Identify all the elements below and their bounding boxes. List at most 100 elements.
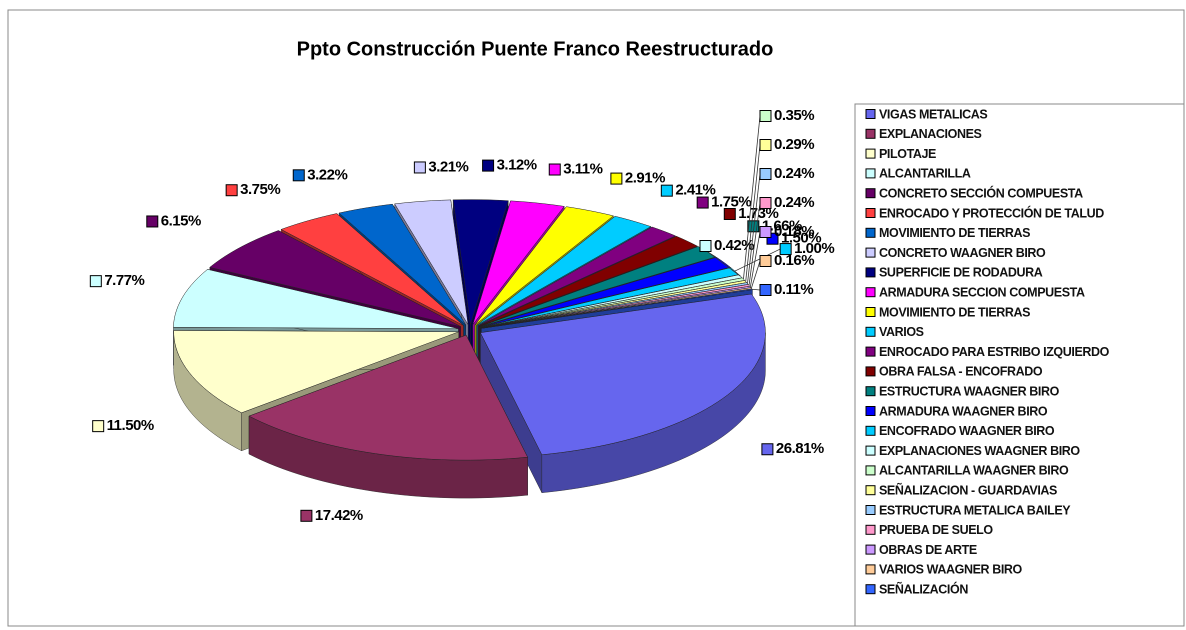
- legend-marker: [865, 544, 876, 555]
- legend-marker: [865, 247, 876, 258]
- pie-slice: [173, 269, 459, 329]
- pie-slice: [478, 235, 698, 327]
- data-label: 0.35%: [774, 107, 814, 124]
- legend-marker: [865, 524, 876, 535]
- legend-box: [854, 103, 1185, 627]
- chart-title: Ppto Construcción Puente Franco Reestruc…: [297, 38, 774, 60]
- pie-slice: [209, 230, 461, 327]
- legend-label: ENROCADO PARA ESTRIBO IZQUIERDO: [879, 345, 1110, 359]
- pie-slice: [472, 200, 565, 325]
- legend-marker: [865, 406, 876, 416]
- data-label: 0.18%: [774, 223, 814, 240]
- leader-line: [749, 231, 761, 288]
- legend-marker: [865, 128, 876, 139]
- data-label-key: [759, 284, 772, 296]
- leader-line: [750, 260, 761, 289]
- pie-slice: [248, 334, 529, 461]
- data-label-key: [548, 163, 561, 176]
- data-label-key: [759, 139, 772, 151]
- legend-label: CONCRETO SECCIÓN COMPUESTA: [879, 185, 1083, 200]
- data-label: 6.15%: [161, 212, 201, 229]
- leader-line: [745, 144, 761, 282]
- data-label: 11.50%: [107, 417, 154, 434]
- data-label: 3.12%: [497, 157, 537, 174]
- data-label-key: [89, 275, 102, 288]
- legend-marker: [865, 188, 876, 199]
- legend-label: EXPLANACIONES: [879, 127, 982, 141]
- legend-marker: [865, 386, 876, 397]
- pie-slice: [481, 288, 753, 329]
- data-label: 1.50%: [781, 230, 821, 247]
- leader-line: [752, 288, 761, 291]
- legend-marker: [865, 465, 876, 476]
- data-label: 0.29%: [774, 136, 814, 153]
- legend-marker: [865, 227, 876, 238]
- data-label-key: [779, 243, 792, 256]
- data-label-key: [759, 197, 772, 209]
- leader-line: [748, 202, 761, 286]
- data-label: 0.24%: [774, 194, 814, 211]
- legend-label: VIGAS METALICAS: [879, 107, 987, 121]
- legend-label: VARIOS: [879, 325, 924, 339]
- data-label: 0.42%: [714, 237, 754, 254]
- legend-marker: [865, 564, 876, 575]
- legend-marker: [865, 346, 876, 357]
- legend-marker: [865, 505, 876, 515]
- legend-label: SEÑALIZACION - GUARDAVIAS: [879, 482, 1057, 497]
- legend-label: MOVIMIENTO DE TIERRAS: [879, 305, 1030, 319]
- pie-slice: [394, 199, 469, 325]
- legend-label: ESTRUCTURA METALICA BAILEY: [879, 503, 1071, 517]
- data-label: 3.75%: [240, 181, 280, 198]
- pie-slice: [480, 267, 740, 328]
- pie-slice: [452, 199, 509, 325]
- legend-label: ALCANTARILLA: [879, 167, 971, 181]
- legend-marker: [865, 326, 876, 337]
- data-label-key: [92, 420, 105, 433]
- data-label-key: [292, 169, 305, 182]
- data-label-key: [300, 509, 313, 522]
- data-label-key: [482, 159, 495, 172]
- legend-marker: [865, 208, 876, 218]
- data-label: 3.22%: [307, 166, 347, 183]
- data-label: 3.11%: [563, 160, 602, 177]
- legend-marker: [865, 485, 876, 496]
- legend-label: SEÑALIZACIÓN: [879, 581, 968, 596]
- legend-marker: [865, 109, 876, 119]
- legend-label: MOVIMIENTO DE TIERRAS: [879, 226, 1030, 240]
- pie-slice: [476, 215, 652, 326]
- pie-tops: [173, 199, 766, 461]
- legend-marker: [865, 307, 876, 317]
- legend-marker: [865, 445, 876, 456]
- legend-label: PRUEBA DE SUELO: [879, 523, 993, 537]
- leader-line: [747, 173, 761, 284]
- pie-slice: [338, 203, 466, 326]
- data-label: 2.91%: [625, 170, 665, 187]
- legend-label: SUPERFICIE DE RODADURA: [879, 266, 1043, 280]
- legend-marker: [865, 287, 876, 298]
- legend-marker: [865, 267, 876, 278]
- pie-slice: [477, 226, 677, 327]
- data-label: 1.75%: [711, 194, 751, 211]
- legend-label: ARMADURA WAAGNER BIRO: [879, 404, 1048, 418]
- data-label: 2.41%: [675, 182, 715, 199]
- legend-marker: [865, 584, 876, 595]
- data-label: 17.42%: [315, 507, 363, 524]
- legend-label: OBRA FALSA - ENCOFRADO: [879, 365, 1043, 379]
- data-label: 3.21%: [428, 158, 468, 175]
- data-label: 1.66%: [762, 217, 802, 234]
- data-label-key: [759, 168, 772, 180]
- data-label-key: [146, 215, 159, 228]
- data-label: 7.77%: [104, 272, 144, 289]
- data-label-key: [759, 110, 772, 122]
- legend-marker: [865, 168, 876, 179]
- data-label-key: [759, 255, 772, 267]
- legend-label: ENCOFRADO WAAGNER BIRO: [879, 424, 1055, 438]
- legend-marker: [865, 148, 876, 159]
- legend-label: EXPLANACIONES WAAGNER BIRO: [879, 444, 1080, 458]
- legend-marker: [865, 366, 876, 377]
- data-label: 0.16%: [774, 252, 814, 269]
- data-label-key: [660, 184, 673, 197]
- data-label-key: [761, 443, 774, 456]
- data-label-key: [413, 161, 426, 174]
